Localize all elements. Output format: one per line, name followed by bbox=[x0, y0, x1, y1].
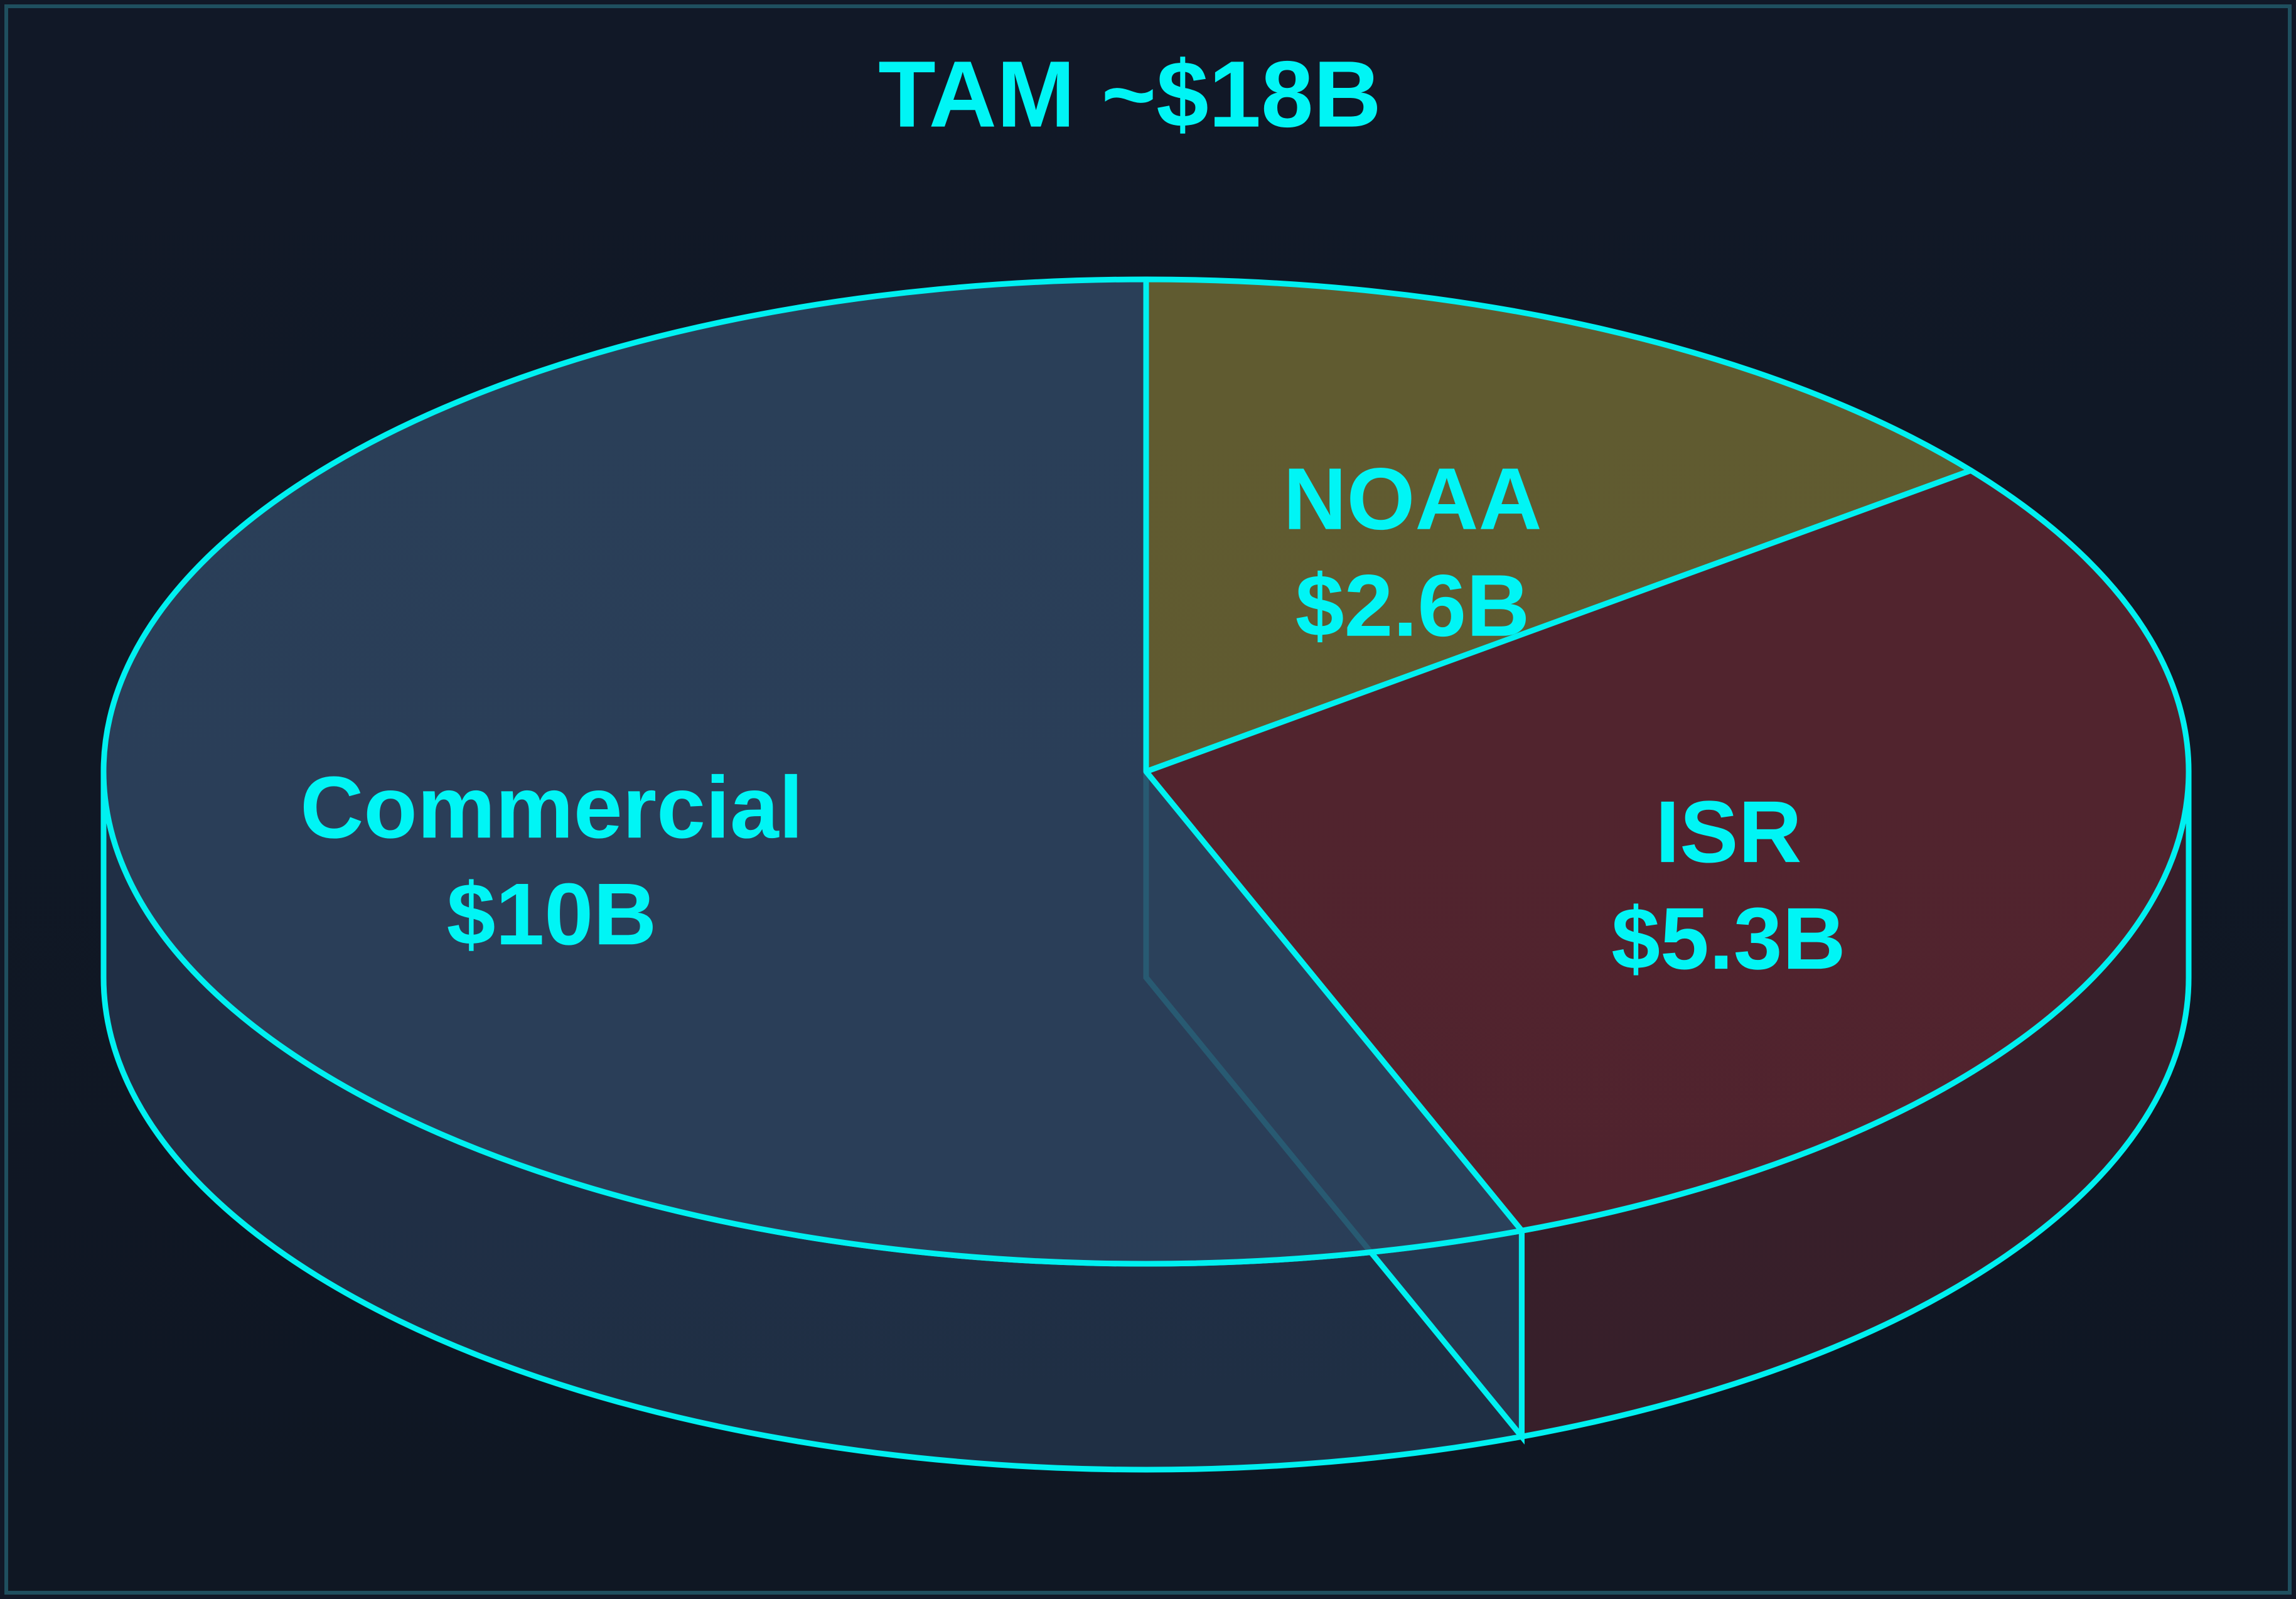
slice bbox=[1143, 276, 1974, 775]
slice bbox=[100, 276, 1525, 1267]
slice-label: NOAA bbox=[1283, 450, 1542, 548]
labels: NOAA$2.6B ISR$5.3B Commercial$10B bbox=[300, 450, 1846, 988]
value-label: $5.3B bbox=[1611, 889, 1846, 988]
slice-label: Commercial bbox=[300, 758, 803, 856]
value-label: $10B bbox=[447, 864, 657, 963]
pie bbox=[100, 276, 2192, 1473]
value-label: $2.6B bbox=[1296, 556, 1530, 655]
slice-label: ISR bbox=[1655, 782, 1801, 881]
chart-title: TAM ~$18B bbox=[878, 41, 1381, 147]
slice bbox=[1143, 467, 2192, 1234]
